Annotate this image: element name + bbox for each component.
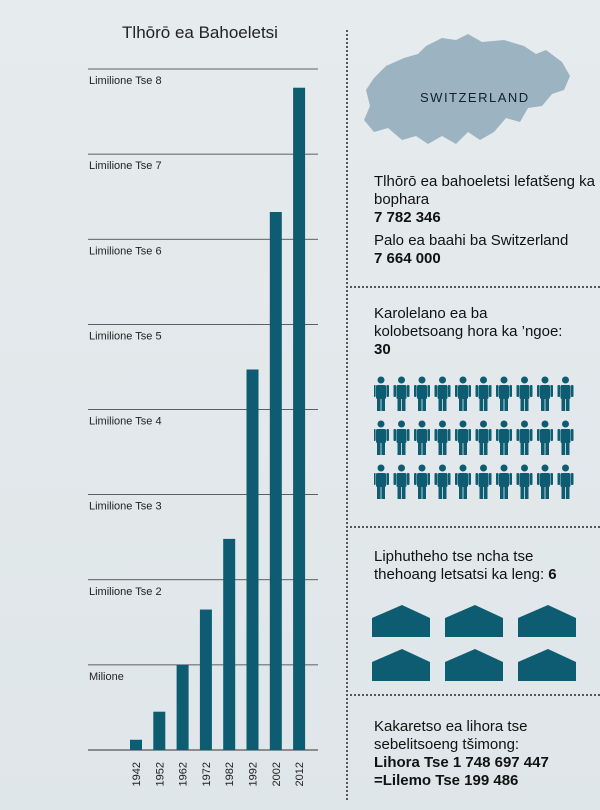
bar-1942 <box>130 739 142 750</box>
bar-2012 <box>293 87 306 751</box>
y-tick-label: Limilione Tse 2 <box>89 586 162 598</box>
kingdom-hall-icon-grid <box>372 605 576 681</box>
person-icon <box>374 376 389 411</box>
x-tick-label: 1952 <box>154 762 166 786</box>
person-icon <box>434 376 451 411</box>
population-block: Palo ea baahi ba Switzerland 7 664 000 <box>374 232 596 268</box>
switzerland-map-icon <box>364 34 570 144</box>
kingdom-hall-icon <box>518 649 576 681</box>
divider-3 <box>346 694 600 696</box>
hours-label: Kakaretso ea lihora tse sebelitsoeng tši… <box>374 718 528 753</box>
x-tick-label: 2012 <box>294 762 306 786</box>
person-icon <box>475 464 492 499</box>
years-value: =Lilemo Tse 199 486 <box>374 772 519 789</box>
person-icon <box>393 420 410 455</box>
chart-title: Tlhōrō ea Bahoeletsi <box>122 23 278 42</box>
peak-label: Tlhōrō ea bahoeletsi lefatšeng ka bophar… <box>374 173 595 208</box>
person-icon <box>537 420 553 455</box>
x-tick-label: 2002 <box>271 762 283 786</box>
person-icon <box>393 464 410 499</box>
person-icon <box>557 376 574 411</box>
kingdom-hall-icon <box>372 649 430 681</box>
baptism-ratio-value: 30 <box>374 341 391 358</box>
divider-2 <box>346 526 600 528</box>
hours-value: Lihora Tse 1 748 697 447 <box>374 754 549 771</box>
person-icon <box>496 464 512 499</box>
person-icon <box>496 420 512 455</box>
person-icon <box>374 420 389 455</box>
person-icon <box>516 464 533 499</box>
y-tick-label: Limilione Tse 8 <box>89 75 162 87</box>
peak-value: 7 782 346 <box>374 209 441 226</box>
person-icon <box>434 464 451 499</box>
map-label: SWITZERLAND <box>420 90 530 105</box>
y-tick-label: Limilione Tse 3 <box>89 501 162 513</box>
x-tick-label: 1992 <box>248 762 260 786</box>
baptism-ratio-block: Karolelano ea ba kolobetsoang hora ka ’n… <box>374 305 574 359</box>
person-icon <box>496 376 512 411</box>
bar-chart: Tlhōrō ea Bahoeletsi Milione Limilione Ts… <box>88 23 318 786</box>
bar-2002 <box>269 212 282 750</box>
person-icon <box>516 376 533 411</box>
person-icon <box>537 376 553 411</box>
x-tick-label: 1982 <box>224 762 236 786</box>
person-icon <box>455 420 471 455</box>
person-icon <box>537 464 553 499</box>
bar-1952 <box>153 711 166 750</box>
person-icon <box>393 376 410 411</box>
kingdom-hall-icon <box>518 605 576 637</box>
x-tick-label: 1972 <box>201 762 213 786</box>
person-icon <box>557 464 574 499</box>
person-icon <box>475 420 492 455</box>
x-tick-label: 1962 <box>178 762 190 786</box>
person-icon <box>455 376 471 411</box>
congregations-block: Liphutheho tse ncha tse thehoang letsats… <box>374 548 596 584</box>
person-icon <box>475 376 492 411</box>
person-icon <box>414 464 430 499</box>
congregations-value: 6 <box>548 566 557 583</box>
y-tick-label: Limilione Tse 5 <box>89 330 162 342</box>
bar-1972 <box>199 609 212 750</box>
person-icon <box>414 420 430 455</box>
peak-publishers-block: Tlhōrō ea bahoeletsi lefatšeng ka bophar… <box>374 173 596 227</box>
person-icon <box>414 376 430 411</box>
hours-block: Kakaretso ea lihora tse sebelitsoeng tši… <box>374 718 596 790</box>
y-tick-label: Limilione Tse 4 <box>89 416 162 428</box>
bar-1962 <box>176 664 189 750</box>
y-tick-label: Limilione Tse 6 <box>89 245 162 257</box>
divider-1 <box>346 286 600 288</box>
y-tick-label: Limilione Tse 7 <box>89 160 162 172</box>
bar-1992 <box>246 369 259 750</box>
kingdom-hall-icon <box>445 649 503 681</box>
person-icon <box>455 464 471 499</box>
person-icon <box>374 464 389 499</box>
person-icon <box>516 420 533 455</box>
kingdom-hall-icon <box>372 605 430 637</box>
baptism-ratio-label: Karolelano ea ba kolobetsoang hora ka ’n… <box>374 305 563 340</box>
kingdom-hall-icon <box>445 605 503 637</box>
y-tick-label: Milione <box>89 671 124 683</box>
people-icon-grid <box>374 376 574 499</box>
population-value: 7 664 000 <box>374 250 441 267</box>
population-label: Palo ea baahi ba Switzerland <box>374 232 569 249</box>
x-tick-label: 1942 <box>131 762 143 786</box>
person-icon <box>434 420 451 455</box>
congregations-label: Liphutheho tse ncha tse thehoang letsats… <box>374 548 545 583</box>
vertical-divider <box>346 30 348 800</box>
bar-1982 <box>223 538 236 750</box>
person-icon <box>557 420 574 455</box>
